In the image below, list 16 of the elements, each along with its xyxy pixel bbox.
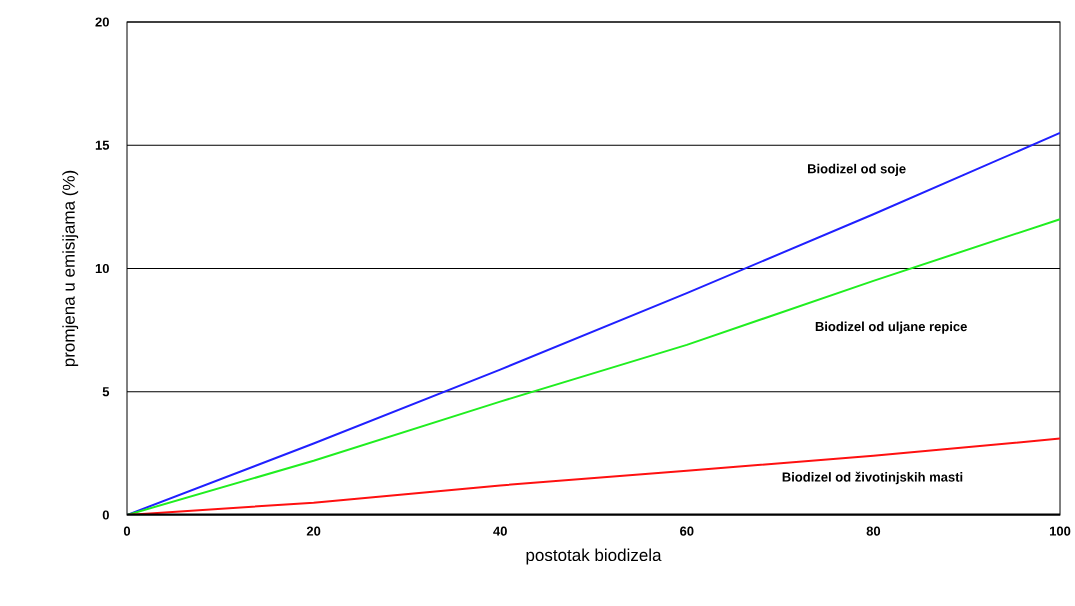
- y-tick-label: 10: [95, 263, 109, 274]
- x-tick-label: 80: [866, 526, 881, 536]
- y-axis-title: promjena u emisijama (%): [62, 170, 79, 367]
- x-tick-label: 100: [1049, 526, 1071, 536]
- x-tick-label: 20: [306, 526, 321, 536]
- x-tick-label: 60: [680, 526, 694, 536]
- x-tick-label: 0: [123, 526, 131, 536]
- annotation: Biodizel od životinjskih masti: [782, 471, 963, 485]
- annotation: Biodizel od soje: [808, 163, 906, 176]
- x-axis-title: postotak biodizela: [526, 548, 662, 565]
- annotation: Biodizel od uljane repice: [815, 321, 967, 334]
- y-tick-label: 20: [95, 17, 109, 27]
- x-tick-label: 40: [493, 526, 507, 536]
- y-tick-label: 15: [95, 140, 110, 150]
- y-tick-label: 0: [102, 510, 109, 520]
- y-tick-label: 5: [102, 387, 110, 397]
